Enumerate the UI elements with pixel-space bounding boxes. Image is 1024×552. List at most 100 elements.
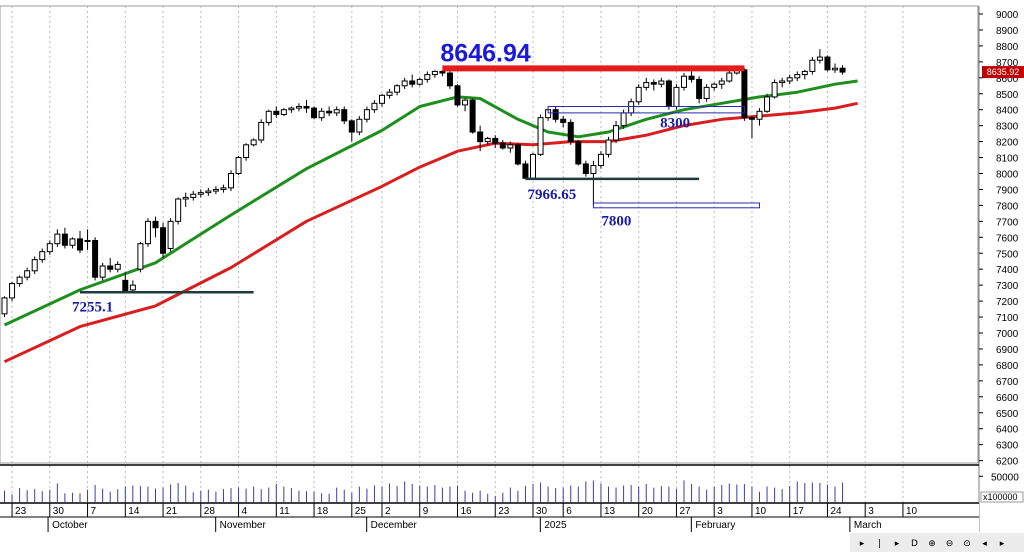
candle	[613, 120, 620, 144]
price-tick-label: 9000	[996, 10, 1019, 21]
candle	[212, 186, 219, 195]
candle	[280, 108, 287, 117]
candle-body	[54, 233, 61, 245]
navigation-button[interactable]: ◂	[982, 539, 987, 549]
candle-body	[492, 137, 499, 144]
candle	[205, 187, 212, 196]
candle-body	[61, 233, 68, 246]
candle-body	[250, 139, 257, 146]
candle-body	[31, 259, 38, 272]
candle	[711, 82, 718, 91]
candle-body	[69, 238, 76, 246]
candle	[77, 230, 83, 254]
volume-unit-box	[980, 491, 1024, 503]
price-tick-label: 8100	[996, 154, 1019, 165]
candle-body	[446, 72, 453, 87]
volume-panel: 50000 x100000	[0, 464, 1024, 503]
candle	[1, 296, 8, 318]
candle-body	[409, 80, 416, 85]
candle-body	[280, 109, 287, 115]
price-tick-label: 8400	[996, 106, 1019, 117]
candle	[492, 135, 499, 148]
candle-body	[326, 110, 333, 114]
candle	[567, 119, 574, 145]
candle-body	[832, 67, 838, 71]
price-tick-label: 6400	[996, 425, 1019, 436]
last-price-label: 8635.92	[987, 67, 1020, 77]
candle	[771, 79, 778, 99]
candle-body	[243, 144, 250, 159]
candle	[84, 229, 91, 251]
candle-body	[650, 82, 657, 85]
day-tick-label: 3	[868, 506, 874, 517]
month-tick-label: December	[371, 520, 418, 531]
navigation-button[interactable]: D	[911, 539, 918, 549]
last-price-badge	[982, 66, 1024, 79]
candle-body	[92, 239, 99, 278]
volume-unit-label: x100000	[983, 492, 1018, 502]
price-tick-label: 7800	[996, 201, 1019, 212]
candle	[190, 191, 197, 201]
navigation-button[interactable]: ▸	[895, 539, 900, 549]
candle-body	[439, 70, 446, 74]
candle	[243, 143, 250, 161]
candle-body	[175, 198, 182, 222]
candle	[832, 63, 838, 74]
candle-body	[107, 265, 114, 270]
candle-body	[499, 142, 506, 149]
candle-body	[288, 107, 295, 111]
candle	[446, 71, 453, 89]
candle	[144, 218, 151, 247]
candle	[401, 77, 408, 89]
candle-body	[530, 153, 536, 179]
price-tick-label: 7900	[996, 185, 1019, 196]
candle	[129, 280, 136, 293]
price-tick-label: 8500	[996, 90, 1019, 101]
candle	[530, 152, 536, 179]
candle-body	[84, 239, 91, 242]
candle-body	[258, 121, 265, 141]
candle	[718, 77, 725, 89]
zone-box-8300	[547, 106, 745, 114]
candle	[160, 222, 167, 259]
candle	[228, 170, 234, 192]
candle-body	[212, 188, 219, 192]
candle	[137, 242, 144, 273]
day-tick-label: 14	[128, 506, 140, 517]
navigation-button[interactable]: ⊙	[963, 539, 971, 549]
candle	[431, 70, 438, 78]
day-tick-label: 17	[793, 506, 805, 517]
candle	[363, 106, 370, 123]
candle-body	[567, 121, 574, 143]
price-tick-label: 6200	[996, 457, 1019, 468]
candle	[597, 151, 604, 169]
candle-body	[681, 75, 687, 88]
candle-body	[613, 125, 620, 141]
day-tick-label: 27	[679, 506, 691, 517]
month-tick-label: November	[220, 520, 267, 531]
candle-body	[303, 106, 310, 109]
price-tick-label: 7000	[996, 329, 1019, 340]
candle	[703, 84, 710, 102]
day-tick-label: 4	[242, 506, 248, 517]
candle	[24, 267, 31, 281]
day-tick-label: 24	[830, 506, 842, 517]
candle-body	[205, 190, 212, 194]
candle-body	[484, 137, 491, 143]
candle	[590, 160, 597, 206]
navigation-button[interactable]: ⊕	[928, 539, 936, 549]
navigation-button[interactable]: ▸	[1000, 539, 1005, 549]
navigation-button[interactable]: ▸	[860, 539, 865, 549]
candle-body	[424, 74, 431, 80]
candle	[522, 160, 529, 179]
candle-body	[24, 270, 31, 278]
candle-body	[265, 110, 272, 123]
candle-body	[582, 163, 589, 174]
navigation-button[interactable]: ⊖	[946, 539, 954, 549]
annotation-layer: 8646.94 7255.1 7966.65 8300 7800	[72, 39, 761, 315]
price-tick-label: 7600	[996, 233, 1019, 244]
candle	[318, 108, 325, 121]
price-tick-label: 8000	[996, 170, 1019, 181]
candle	[748, 116, 755, 139]
navigation-button[interactable]: |	[878, 539, 881, 549]
